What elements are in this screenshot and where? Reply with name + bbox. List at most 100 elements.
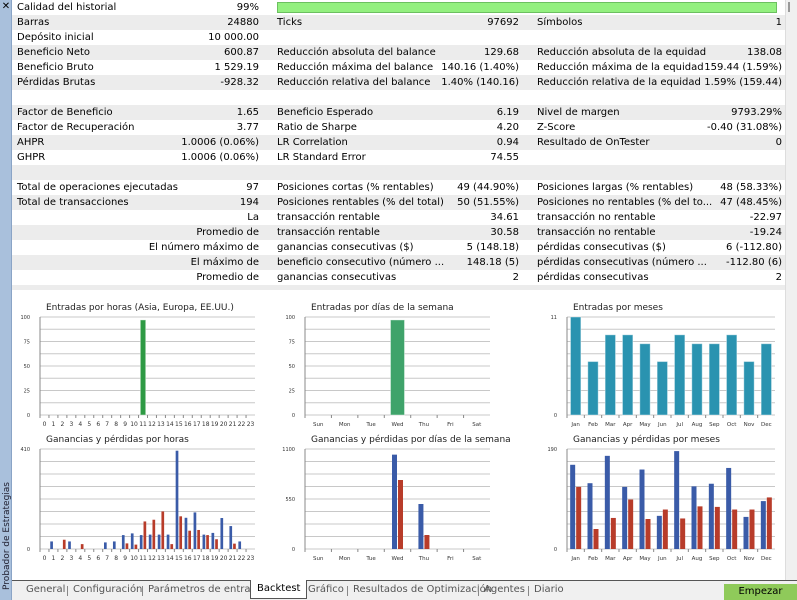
x-tick-label: 22 <box>238 555 246 562</box>
profit-bar <box>175 450 179 549</box>
label: transacción no rentable <box>537 212 656 223</box>
label: GHPR <box>17 152 46 163</box>
x-tick-label: 20 <box>220 555 228 562</box>
x-tick-label: 4 <box>78 421 82 428</box>
table-row: Total de operaciones ejecutadas 97 Posicio… <box>12 180 785 195</box>
value: 1.59% (159.44) <box>704 77 782 88</box>
charts-area: Entradas por horas (Asia, Europa, EE.UU.… <box>12 290 785 580</box>
label: Ticks <box>277 17 303 28</box>
value: 2 <box>512 272 519 283</box>
loss-bar <box>152 519 156 549</box>
profit-bar <box>229 526 233 549</box>
tab-parámetros-de-entrada[interactable]: Parámetros de entrada <box>148 584 263 595</box>
value: 24880 <box>227 17 259 28</box>
value: 47 (48.45%) <box>720 197 782 208</box>
tab-backtest[interactable]: Backtest <box>250 580 308 599</box>
value: 138.08 <box>747 47 782 58</box>
tab-agentes[interactable]: Agentes <box>484 584 525 595</box>
x-tick-label: Nov <box>744 422 755 428</box>
tab-resultados-de-optimización[interactable]: Resultados de Optimización <box>353 584 493 595</box>
x-tick-label: Tue <box>365 556 376 562</box>
label: Reducción máxima del balance <box>277 62 434 73</box>
bar <box>587 361 599 416</box>
loss-bar <box>749 509 755 549</box>
x-tick-label: 13 <box>157 555 165 562</box>
value: 1 529.19 <box>214 62 259 73</box>
x-tick-label: 0 <box>43 555 47 562</box>
label: ganancias consecutivas ($) <box>277 242 414 253</box>
x-tick-label: 5 <box>87 555 91 562</box>
value: 1 <box>775 17 782 28</box>
x-tick-label: 9 <box>123 555 127 562</box>
scrollbar[interactable] <box>785 0 797 580</box>
x-tick-label: Fri <box>447 422 454 428</box>
label: Posiciones rentables (% del total) <box>277 197 444 208</box>
bar <box>604 334 617 416</box>
value: 2 <box>775 272 782 283</box>
start-button[interactable]: Empezar <box>724 584 797 600</box>
sidebar: ✕ Probador de Estrategias <box>0 0 12 600</box>
value: 34.61 <box>490 212 519 223</box>
loss-bar <box>697 506 703 549</box>
x-tick-label: 14 <box>166 421 174 428</box>
x-tick-label: Jul <box>675 556 683 562</box>
x-tick-label: 11 <box>139 555 147 562</box>
x-tick-label: 12 <box>148 555 156 562</box>
x-tick-label: 17 <box>193 555 201 562</box>
x-tick-label: Sep <box>709 422 720 428</box>
x-tick-label: 15 <box>175 555 183 562</box>
value: 9793.29% <box>731 107 782 118</box>
table-row: El máximo de beneficio consecutivo (númer… <box>12 255 785 270</box>
x-tick-label: Apr <box>623 422 633 428</box>
label: Factor de Beneficio <box>17 107 113 118</box>
close-icon[interactable]: ✕ <box>1 1 11 12</box>
label: Reducción absoluta del balance <box>277 47 436 58</box>
label: LR Standard Error <box>277 152 366 163</box>
x-tick-label: 10 <box>130 555 138 562</box>
tab-separator <box>347 586 348 596</box>
x-tick-label: Mon <box>339 556 351 562</box>
loss-bar <box>143 521 147 549</box>
bar <box>656 361 669 416</box>
chart-title: Ganancias y pérdidas por meses <box>573 434 720 445</box>
profit-bar <box>112 541 116 549</box>
label: Posiciones no rentables (% del to... <box>537 197 713 208</box>
x-tick-label: 6 <box>96 421 100 428</box>
tab-gráfico[interactable]: Gráfico <box>308 584 344 595</box>
x-tick-label: 2 <box>60 421 64 428</box>
tab-general[interactable]: General <box>26 584 66 595</box>
results-table: Calidad del historial 99% Barras 24880 Tic… <box>12 0 785 285</box>
x-tick-label: 18 <box>202 555 210 562</box>
label: Barras <box>17 17 50 28</box>
x-tick-label: 21 <box>229 555 237 562</box>
table-row: Barras 24880 Ticks 97692 Símbolos 1 <box>12 15 785 30</box>
tab-diario[interactable]: Diario <box>534 584 564 595</box>
scrollbar-thumb[interactable] <box>788 2 790 12</box>
table-row: Promedio de transacción rentable 30.58 tran… <box>12 225 785 240</box>
x-tick-label: Jan <box>570 556 580 562</box>
value: 6.19 <box>496 107 519 118</box>
x-tick-label: 13 <box>157 421 165 428</box>
label: Calidad del historial <box>17 2 117 13</box>
value: 49 (44.90%) <box>457 182 519 193</box>
x-tick-label: Thu <box>418 422 429 428</box>
y-tick-label: 0 <box>554 413 557 419</box>
profit-bar <box>587 483 593 549</box>
x-tick-label: May <box>639 422 651 428</box>
x-tick-label: Sep <box>709 556 720 562</box>
profit-bar <box>760 501 766 549</box>
label: Beneficio Esperado <box>277 107 374 118</box>
tab-configuración[interactable]: Configuración <box>73 584 143 595</box>
value: 1.40% (140.16) <box>441 77 519 88</box>
profit-bar <box>639 469 645 549</box>
charts-svg: Entradas por horas (Asia, Europa, EE.UU.… <box>20 303 775 562</box>
profit-bar <box>418 504 424 549</box>
tab-separator <box>478 586 479 596</box>
y-tick-label: 550 <box>285 497 295 503</box>
value: -928.32 <box>220 77 259 88</box>
loss-bar <box>593 529 599 549</box>
table-row: AHPR 1.0006 (0.06%) LR Correlation 0.94 Resu… <box>12 135 785 150</box>
x-tick-label: 3 <box>69 555 73 562</box>
profit-bar <box>622 486 628 549</box>
value: El máximo de <box>190 257 259 268</box>
